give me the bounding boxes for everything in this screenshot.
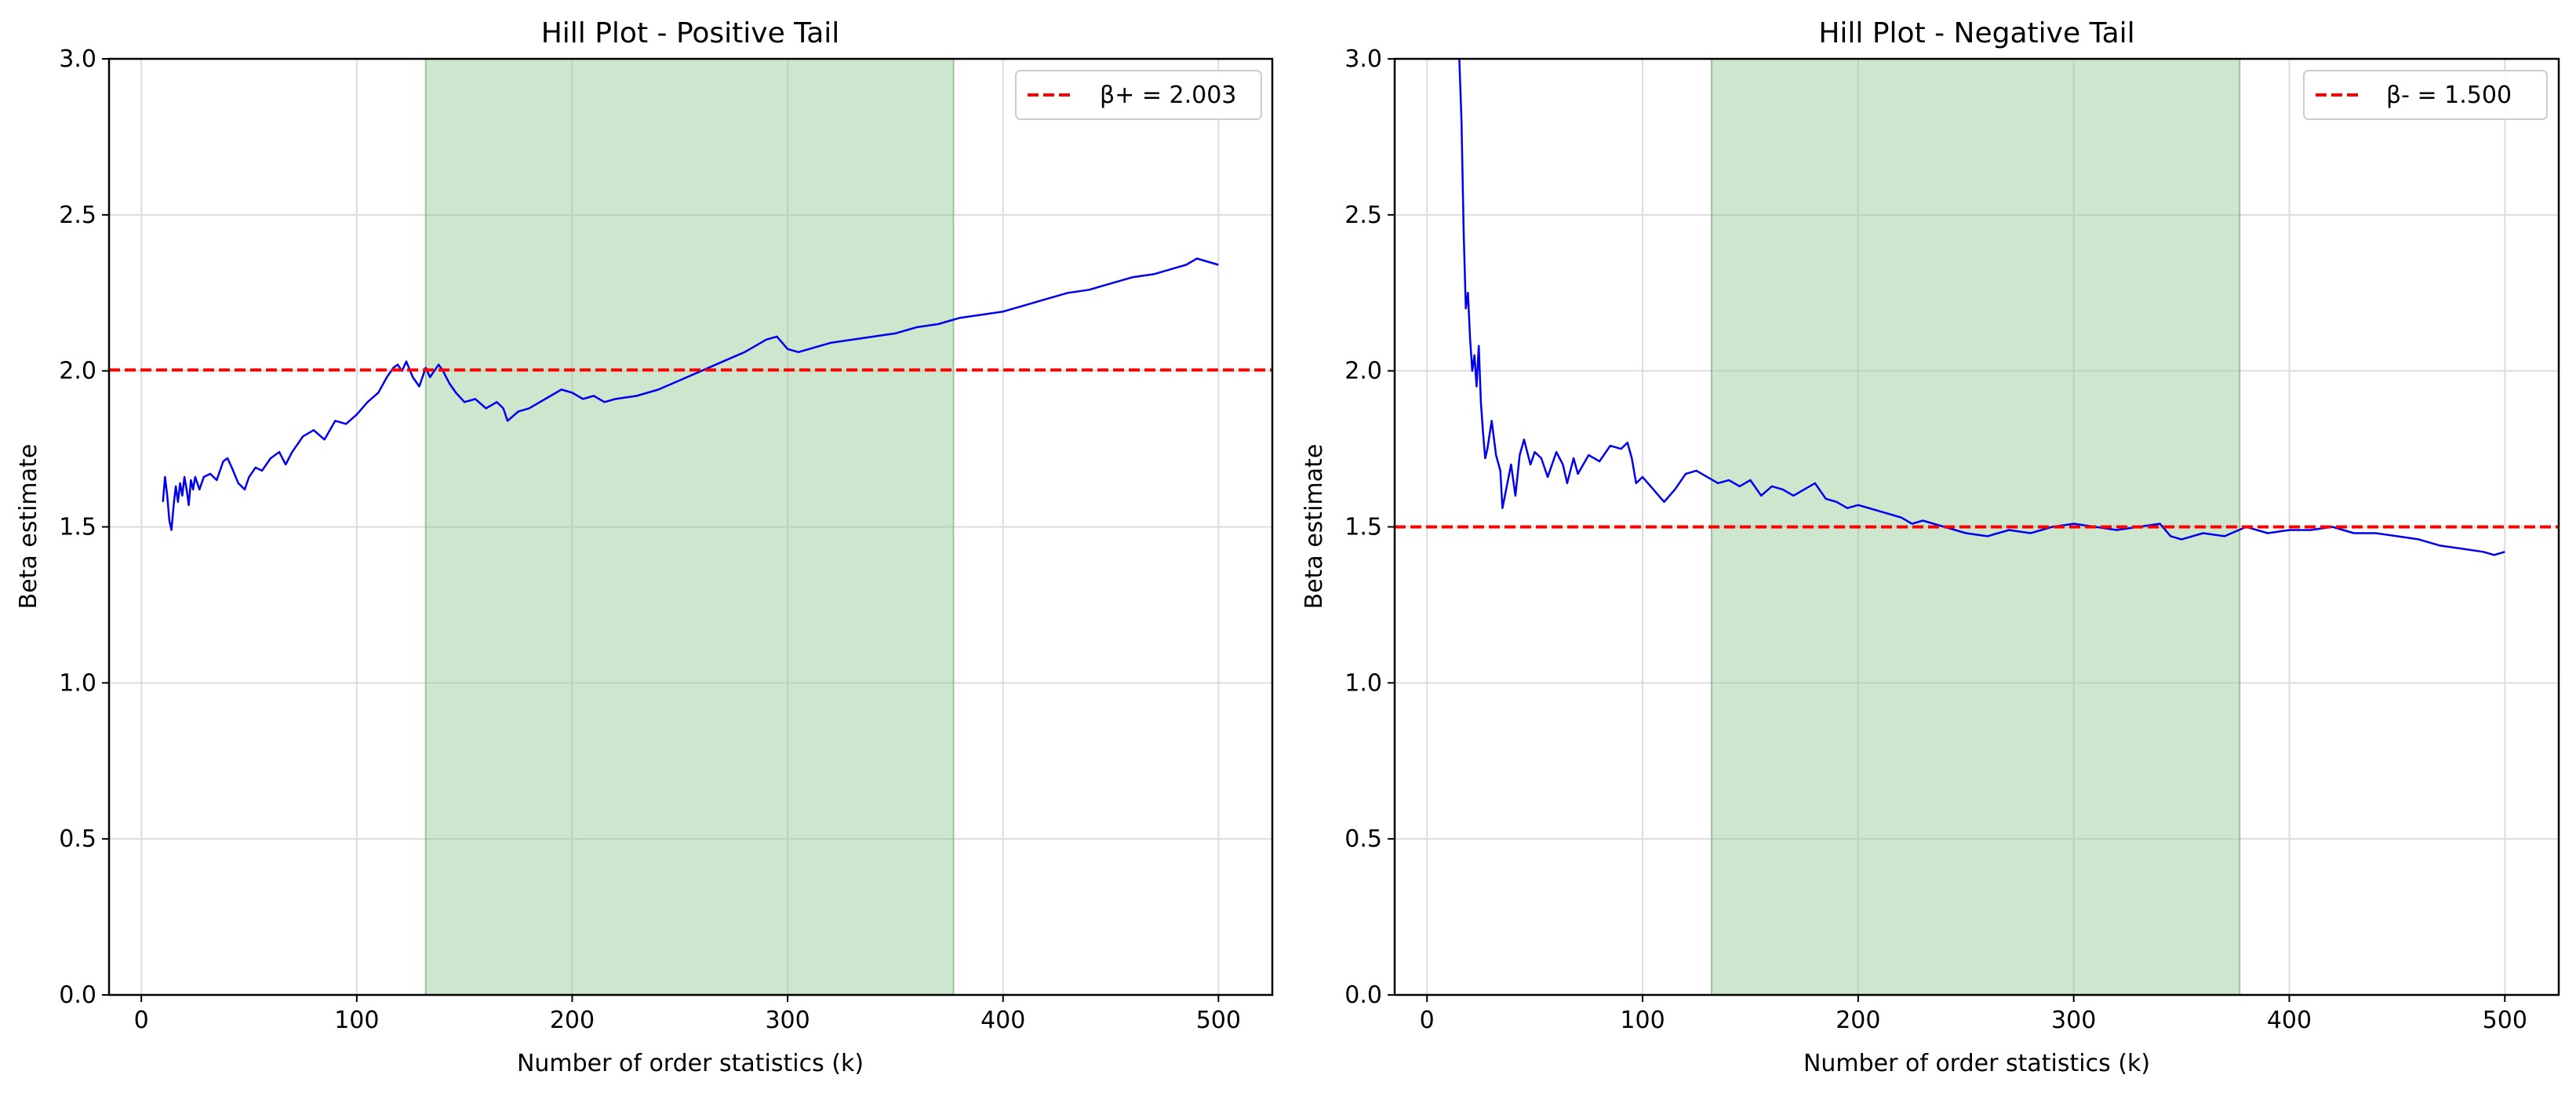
x-axis-label: Number of order statistics (k) xyxy=(1803,1050,2150,1077)
y-tick-label: 0.5 xyxy=(1344,825,1382,853)
legend-box xyxy=(1015,70,1262,120)
x-tick-label: 0 xyxy=(1420,1007,1435,1034)
series-layer xyxy=(1458,59,2505,556)
legend-label: β+ = 2.003 xyxy=(1100,82,1236,109)
x-tick-label: 500 xyxy=(1196,1007,1241,1034)
legend: β+ = 2.003 xyxy=(1015,70,1262,120)
shaded-region xyxy=(424,58,955,996)
x-tick-label: 200 xyxy=(1836,1007,1880,1034)
y-tick-label: 1.5 xyxy=(59,514,96,541)
y-tick-label: 1.0 xyxy=(1344,669,1382,697)
y-tick-label: 0.0 xyxy=(1344,982,1382,1009)
legend: β- = 1.500 xyxy=(2303,70,2548,120)
series-line xyxy=(162,257,1219,531)
chart-negative-tail: 0 100 200 300 400 500 0.0 0.5 1.0 1.5 2.0 2.5 3.0 Hi… xyxy=(1301,17,2560,1077)
x-tick-label: 300 xyxy=(765,1007,810,1034)
axis-ticks: 0 100 200 300 400 500 0.0 0.5 1.0 1.5 2.0 2.5 3.0 xyxy=(1344,46,2527,1034)
y-tick-label: 0.0 xyxy=(59,982,96,1009)
y-axis-label: Beta estimate xyxy=(15,444,42,610)
series-line xyxy=(1458,59,2505,556)
y-tick-label: 3.0 xyxy=(59,46,96,73)
axis-ticks: 0 100 200 300 400 500 0.0 0.5 1.0 1.5 2.0 2.5 3.0 xyxy=(59,46,1241,1034)
x-tick-label: 200 xyxy=(550,1007,595,1034)
x-tick-label: 100 xyxy=(334,1007,379,1034)
legend-label: β- = 1.500 xyxy=(2386,82,2512,109)
x-tick-label: 400 xyxy=(981,1007,1025,1034)
y-axis-label: Beta estimate xyxy=(1301,444,1328,610)
y-tick-label: 0.5 xyxy=(59,825,96,853)
x-tick-label: 500 xyxy=(2483,1007,2527,1034)
x-axis-label: Number of order statistics (k) xyxy=(517,1050,864,1077)
selection-band xyxy=(424,58,955,996)
chart-title: Hill Plot - Negative Tail xyxy=(1818,17,2134,49)
x-tick-label: 300 xyxy=(2051,1007,2096,1034)
x-tick-label: 0 xyxy=(134,1007,149,1034)
y-tick-label: 2.5 xyxy=(1344,202,1382,229)
chart-positive-tail: 0 100 200 300 400 500 0.0 0.5 1.0 1.5 2.0 2.5 3.0 Hi… xyxy=(15,17,1274,1077)
y-tick-label: 1.0 xyxy=(59,669,96,697)
y-tick-label: 2.0 xyxy=(1344,358,1382,385)
legend-box xyxy=(2303,70,2548,120)
y-tick-label: 2.0 xyxy=(59,358,96,385)
y-tick-label: 3.0 xyxy=(1344,46,1382,73)
y-tick-label: 2.5 xyxy=(59,202,96,229)
series-layer xyxy=(162,257,1219,531)
x-tick-label: 100 xyxy=(1620,1007,1665,1034)
y-tick-label: 1.5 xyxy=(1344,514,1382,541)
chart-title: Hill Plot - Positive Tail xyxy=(541,17,840,49)
x-tick-label: 400 xyxy=(2267,1007,2312,1034)
